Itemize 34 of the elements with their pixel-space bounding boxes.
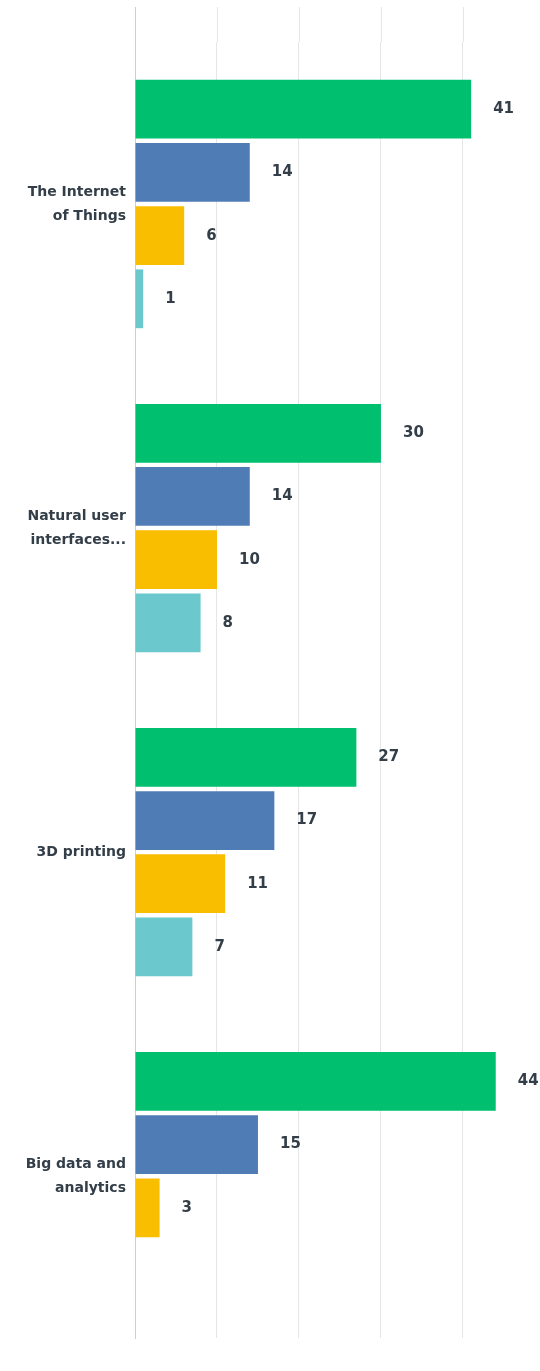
bar: [135, 1178, 160, 1238]
bar: [135, 1115, 258, 1174]
data-label: 11: [247, 873, 269, 892]
data-label: 6: [206, 225, 217, 244]
data-label: 30: [402, 423, 424, 442]
bar: [135, 593, 201, 653]
data-label: 8: [222, 612, 234, 631]
data-label: 14: [271, 162, 293, 181]
bar: [135, 791, 275, 850]
data-label: 44: [517, 1071, 539, 1090]
y-tick-label: Natural user interfaces...: [27, 506, 127, 547]
data-label: 27: [378, 747, 400, 766]
data-label: 10: [238, 549, 260, 568]
bar: [135, 1052, 496, 1111]
bar: [135, 917, 193, 977]
data-label: 1: [165, 288, 176, 307]
data-label: 15: [279, 1134, 301, 1153]
bar: [135, 269, 144, 329]
data-label: 14: [271, 486, 293, 505]
bar: [135, 79, 472, 139]
bar: [135, 403, 381, 463]
bar: [135, 143, 250, 202]
y-tick-label: Big data and analytics: [25, 1154, 126, 1195]
data-label: 17: [296, 810, 318, 829]
data-label: 3: [181, 1197, 193, 1216]
data-label: 41: [493, 99, 515, 118]
bar: [135, 727, 357, 787]
y-tick-label: The Internet of Things: [27, 182, 127, 223]
bar: [135, 530, 217, 590]
bar: [135, 206, 185, 265]
bar: [135, 467, 250, 526]
y-tick-label: 3D printing: [36, 842, 126, 859]
bar: [135, 854, 226, 914]
data-label: 7: [214, 936, 225, 955]
